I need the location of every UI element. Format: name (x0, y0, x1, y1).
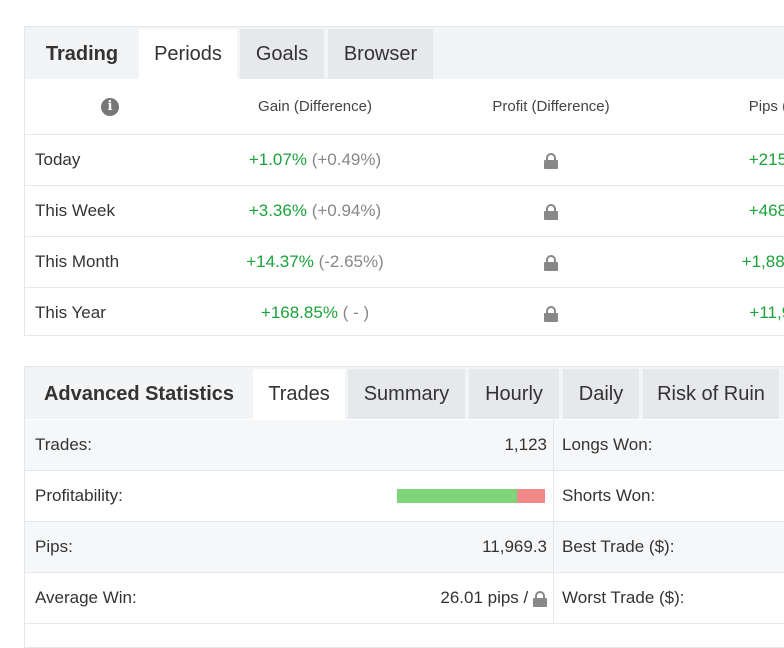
stats-row-average-win: Average Win: 26.01 pips / Worst Trade ($… (25, 573, 784, 624)
period-row-week: This Week +3.36% (+0.94%) +468.5 (25, 186, 784, 237)
tab-periods[interactable]: Periods (139, 29, 237, 79)
profitability-won-segment (397, 489, 517, 503)
profit-column-header[interactable]: Profit (Difference) (492, 98, 610, 115)
period-label: This Year (35, 303, 106, 322)
pips-column-header[interactable]: Pips (Di (748, 98, 784, 115)
tab-hourly[interactable]: Hourly (469, 369, 559, 419)
stats-row-pips: Pips: 11,969.3 Best Trade ($): (25, 522, 784, 573)
lock-icon (544, 254, 558, 271)
info-cell: i (65, 80, 155, 134)
stat-label: Pips: (35, 537, 73, 556)
stats-row-profitability: Profitability: Shorts Won: (25, 471, 784, 522)
stat-label-right: Worst Trade ($): (562, 588, 685, 607)
stat-label: Profitability: (35, 486, 123, 505)
gain-value: +1.07% (+0.49%) (215, 135, 415, 185)
gain-percent: +168.85% (260, 303, 338, 322)
tab-risk-of-ruin[interactable]: Risk of Ruin (643, 369, 779, 419)
tab-goals[interactable]: Goals (240, 29, 324, 79)
periods-panel: Trading Periods Goals Browser i Gain (Di… (24, 26, 784, 336)
pips-value: +468.5 (748, 201, 784, 220)
lock-icon (544, 152, 558, 169)
gain-value: +3.36% (+0.94%) (215, 186, 415, 236)
profitability-bar[interactable] (397, 489, 545, 503)
tab-trades[interactable]: Trades (253, 369, 345, 419)
stat-label: Average Win: (35, 588, 137, 607)
profit-value (451, 288, 651, 338)
stat-value: 26.01 pips / (440, 573, 547, 623)
pips-value: +11,96 (749, 303, 784, 322)
average-win-value: 26.01 pips / (440, 588, 529, 607)
period-label: This Week (35, 201, 115, 220)
stat-value: 11,969.3 (482, 537, 547, 556)
info-circle-icon[interactable]: i (101, 98, 119, 117)
periods-header-row: i Gain (Difference) Profit (Difference) … (25, 80, 784, 135)
lock-icon (544, 203, 558, 220)
period-row-month: This Month +14.37% (-2.65%) +1,887.3 (25, 237, 784, 288)
gain-percent: +1.07% (248, 150, 307, 169)
stat-label-right: Longs Won: (562, 435, 653, 454)
gain-column-header[interactable]: Gain (Difference) (258, 98, 372, 115)
gain-difference: (+0.49%) (311, 150, 382, 169)
pips-value: +215.1 (748, 150, 784, 169)
lock-icon (544, 305, 558, 322)
stat-label-right: Shorts Won: (562, 486, 656, 505)
period-row-today: Today +1.07% (+0.49%) +215.1 (25, 135, 784, 186)
profitability-lost-segment (516, 489, 545, 503)
gain-percent: +14.37% (246, 252, 314, 271)
tab-advanced-statistics[interactable]: Advanced Statistics (43, 383, 235, 405)
gain-value: +14.37% (-2.65%) (215, 237, 415, 287)
periods-tabbar: Trading Periods Goals Browser (25, 27, 784, 79)
tab-summary[interactable]: Summary (348, 369, 465, 419)
stats-row-trades: Trades: 1,123 Longs Won: (25, 420, 784, 471)
gain-difference: ( - ) (342, 303, 370, 322)
profit-value (451, 237, 651, 287)
pips-value: +1,887.3 (741, 252, 784, 271)
tab-trading[interactable]: Trading (45, 43, 119, 65)
stat-value: 1,123 (504, 435, 547, 454)
stats-tabbar: Advanced Statistics Trades Summary Hourl… (25, 367, 784, 419)
gain-difference: (+0.94%) (311, 201, 382, 220)
profit-value (451, 135, 651, 185)
tab-browser[interactable]: Browser (328, 29, 433, 79)
gain-difference: (-2.65%) (318, 252, 384, 271)
gain-value: +168.85% ( - ) (215, 288, 415, 338)
stat-label: Trades: (35, 435, 93, 454)
stat-label-right: Best Trade ($): (562, 537, 675, 556)
lock-icon (533, 590, 547, 607)
tab-daily[interactable]: Daily (563, 369, 639, 419)
period-row-year: This Year +168.85% ( - ) +11,96 (25, 288, 784, 338)
advanced-statistics-panel: Advanced Statistics Trades Summary Hourl… (24, 366, 784, 648)
profit-value (451, 186, 651, 236)
period-label: This Month (35, 252, 120, 271)
period-label: Today (35, 150, 81, 169)
gain-percent: +3.36% (248, 201, 307, 220)
